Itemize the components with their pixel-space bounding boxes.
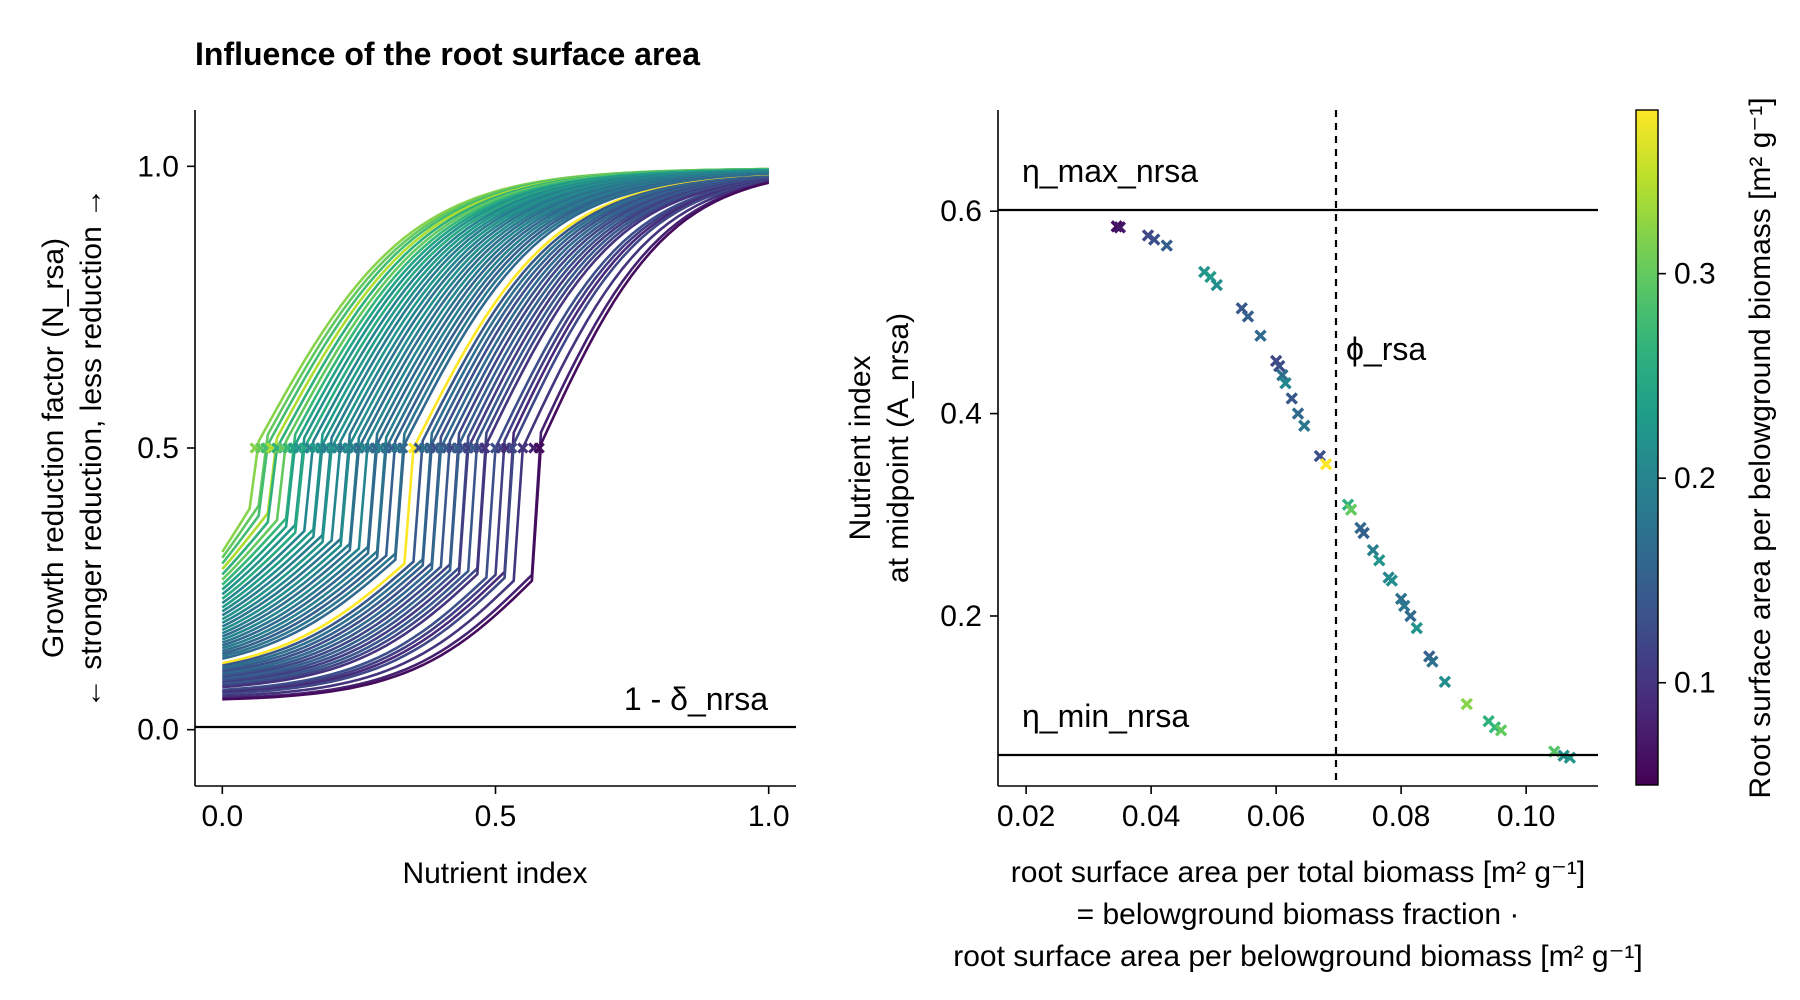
vline-phi-rsa-label: ϕ_rsa [1346,331,1426,367]
y-tick-label: 0.4 [940,398,982,431]
colorbar-tick-label: 0.3 [1674,258,1716,291]
scatter-point [1148,233,1161,246]
hline-eta-min-label: η_min_nrsa [1022,698,1189,734]
scatter-point [1285,392,1298,405]
scatter-point [1160,239,1173,252]
x-tick-label: 0.5 [475,800,517,833]
scatter-point [1398,599,1411,613]
right-xticks: 0.02 0.04 0.06 0.08 0.10 [997,786,1555,833]
scatter-point [1319,457,1333,471]
left-markers [249,442,545,454]
left-y-axis-label-line1: Growth reduction factor (N_rsa) [37,238,70,658]
scatter-point [1404,609,1417,623]
colorbar-tick-label: 0.1 [1674,667,1716,700]
chart-title: Influence of the root surface area [195,36,700,72]
curve-line [222,180,769,698]
colorbar-tick-label: 0.2 [1674,462,1716,495]
scatter-point [1298,419,1311,432]
x-tick-label: 0.0 [201,800,243,833]
curve-line [222,178,769,687]
scatter-point [1241,310,1255,323]
scatter-point [1385,574,1398,587]
right-x-axis-label-line1: root surface area per total biomass [m² … [1011,856,1585,889]
scatter-point [1273,359,1286,373]
left-curves [221,167,770,701]
curve-midpoint-marker [478,442,491,454]
curve-line [221,174,769,660]
curve-line [222,177,769,684]
scatter-point [1279,377,1292,390]
curve-line [222,175,769,667]
curve-line [222,178,769,689]
y-tick-label: 0.0 [137,714,179,747]
right-panel: η_max_nrsa η_min_nrsa ϕ_rsa 0.02 0.04 0.06… [844,110,1643,973]
left-hline-label: 1 - δ_nrsa [624,681,768,717]
x-tick-label: 1.0 [748,800,790,833]
x-tick-label: 0.08 [1372,800,1430,833]
scatter-point [1373,554,1386,567]
right-x-axis-label-line3: root surface area per belowground biomas… [953,940,1643,973]
curve-line [222,177,769,683]
left-xticks: 0.0 0.5 1.0 [201,786,790,833]
scatter-point [1438,675,1452,688]
scatter-point [1410,621,1423,635]
colorbar: 0.1 0.2 0.3 Root surface area per belowgro… [1635,97,1777,799]
colorbar-ticks: 0.1 0.2 0.3 [1658,258,1716,700]
scatter-point [1357,526,1370,540]
colorbar-gradient [1635,109,1659,786]
left-x-axis-label: Nutrient index [402,857,587,890]
scatter-point [1276,368,1289,382]
scatter-point [1488,721,1502,734]
right-yticks: 0.2 0.4 0.6 [940,195,998,633]
scatter-point [1494,724,1508,737]
scatter-point [1210,278,1223,292]
right-y-axis-label-line2: at midpoint (A_nrsa) [882,313,915,583]
x-tick-label: 0.10 [1497,800,1555,833]
scatter-point [1366,544,1380,557]
curve-midpoint-marker [396,442,409,454]
left-yticks: 0.0 0.5 1.0 [137,150,195,747]
y-tick-label: 0.2 [940,600,982,633]
x-tick-label: 0.06 [1247,800,1305,833]
curve-line [222,178,769,686]
scatter-point [1113,221,1127,234]
scatter-point [1291,407,1305,420]
curve-midpoint-marker [506,442,518,454]
curve-line [222,181,770,701]
scatter-point [1460,697,1473,711]
scatter-point [1344,503,1358,516]
hline-eta-max-label: η_max_nrsa [1022,153,1198,189]
scatter-point [1394,592,1408,605]
left-y-axis-label-line2: ← stronger reduction, less reduction → [75,188,108,708]
curve-line [222,179,769,694]
colorbar-label: Root surface area per belowground biomas… [1744,97,1777,798]
curve-line [222,179,769,693]
x-tick-label: 0.04 [1122,800,1180,833]
curve-line [222,180,769,695]
left-panel: Influence of the root surface area 1 - δ… [37,36,796,890]
x-tick-label: 0.02 [997,800,1055,833]
y-tick-label: 0.5 [137,432,179,465]
scatter-point [1254,329,1267,342]
scatter-point [1426,655,1439,668]
right-x-axis-label-line2: = belowground biomass fraction · [1077,898,1520,931]
y-tick-label: 1.0 [137,150,179,183]
curve-line [222,181,769,700]
curve-midpoint-marker [533,442,545,454]
right-points [1110,220,1577,764]
y-tick-label: 0.6 [940,195,982,228]
right-y-axis-label-line1: Nutrient index [844,355,877,540]
curve-midpoint-marker [517,442,529,454]
